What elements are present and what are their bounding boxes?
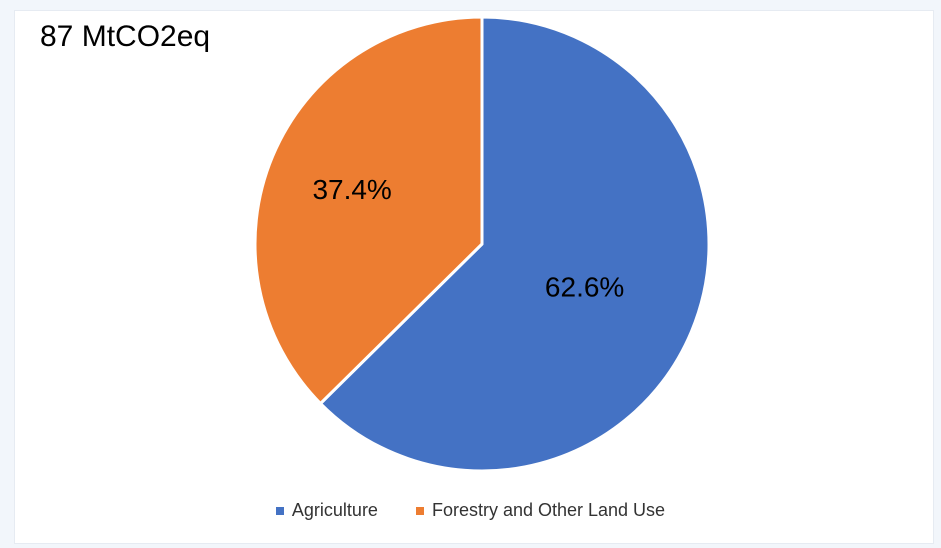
- legend-swatch-agriculture: [275, 506, 284, 515]
- pie-chart: 62.6% 37.4%: [253, 15, 711, 473]
- legend-swatch-forestry: [415, 506, 424, 515]
- legend-label-forestry: Forestry and Other Land Use: [431, 500, 666, 520]
- legend-label-agriculture: Agriculture: [291, 500, 378, 520]
- legend-item-agriculture: Agriculture: [275, 500, 378, 521]
- chart-legend: Agriculture Forestry and Other Land Use: [0, 500, 941, 521]
- pie-slice-forestry: [253, 15, 484, 406]
- chart-title: 87 MtCO2eq: [40, 20, 211, 53]
- pie-slice-agriculture: [318, 15, 711, 473]
- slice-label-agriculture: 62.6%: [545, 271, 624, 302]
- slice-label-forestry: 37.4%: [312, 174, 391, 205]
- legend-item-forestry: Forestry and Other Land Use: [415, 500, 666, 521]
